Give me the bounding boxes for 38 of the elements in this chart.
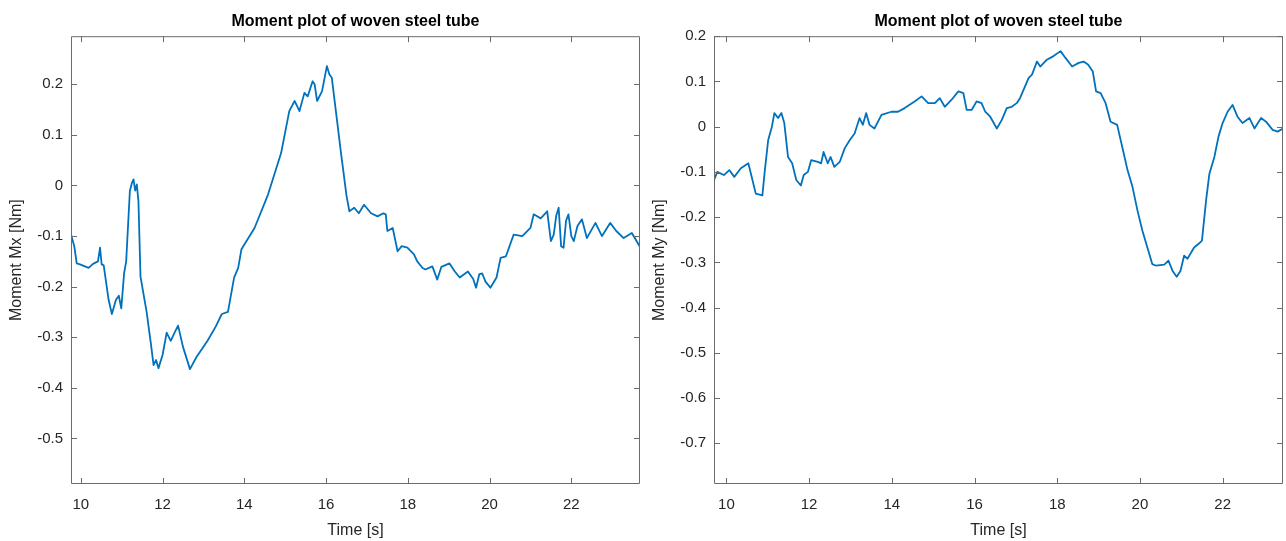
x-tick-label: 22 bbox=[1214, 495, 1231, 513]
y-tick-label: 0.1 bbox=[685, 71, 706, 89]
y-tick-label: -0.3 bbox=[37, 327, 63, 345]
x-tick-label: 18 bbox=[399, 495, 417, 513]
y-tick-label: 0.1 bbox=[42, 125, 63, 143]
x-tick-label: 14 bbox=[235, 495, 253, 513]
y-tick-label: 0 bbox=[54, 175, 63, 193]
y-axis-title: Moment My [Nm] bbox=[650, 199, 668, 321]
y-tick-label: 0 bbox=[697, 116, 706, 134]
x-tick-label: 12 bbox=[800, 495, 818, 513]
y-tick-label: -0.4 bbox=[37, 378, 63, 395]
x-tick-label: 10 bbox=[72, 495, 90, 513]
y-tick-label: -0.1 bbox=[37, 226, 63, 244]
x-tick-label: 20 bbox=[1131, 495, 1149, 513]
x-tick-label: 12 bbox=[154, 495, 171, 513]
y-tick-label: -0.7 bbox=[680, 433, 706, 451]
y-axis-title: Moment Mx [Nm] bbox=[7, 199, 25, 321]
y-tick-label: -0.5 bbox=[680, 342, 706, 360]
y-tick-label: 0.2 bbox=[685, 26, 706, 44]
x-tick-label: 10 bbox=[718, 495, 735, 513]
x-tick-label: 14 bbox=[883, 495, 901, 513]
x-tick-label: 20 bbox=[481, 495, 498, 513]
x-tick-label: 16 bbox=[966, 495, 983, 513]
x-axis-title: Time [s] bbox=[327, 520, 384, 538]
x-tick-label: 16 bbox=[317, 495, 335, 513]
x-tick-label: 18 bbox=[1048, 495, 1066, 513]
chart-title: Moment plot of woven steel tube bbox=[874, 12, 1123, 30]
x-axis-title: Time [s] bbox=[970, 520, 1027, 538]
y-tick-label: -0.2 bbox=[680, 207, 706, 225]
y-tick-label: -0.4 bbox=[680, 297, 706, 315]
y-tick-label: -0.3 bbox=[680, 252, 706, 270]
chart-title: Moment plot of woven steel tube bbox=[231, 12, 480, 30]
y-tick-label: -0.5 bbox=[37, 428, 63, 446]
y-tick-label: -0.6 bbox=[680, 388, 706, 406]
y-tick-label: -0.2 bbox=[37, 276, 63, 294]
y-tick-label: -0.1 bbox=[680, 162, 706, 180]
x-tick-label: 22 bbox=[562, 495, 580, 513]
y-tick-label: 0.2 bbox=[42, 74, 63, 92]
